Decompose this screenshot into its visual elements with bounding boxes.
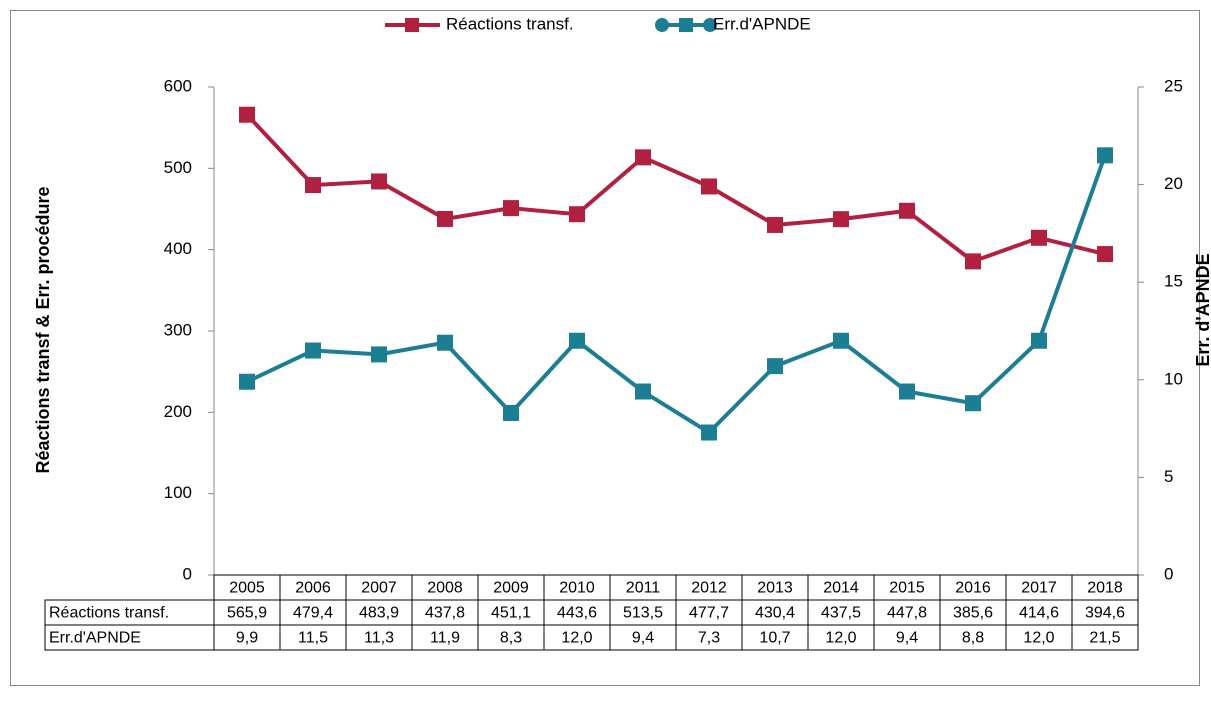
table-cell: 477,7	[689, 605, 729, 622]
x-tick-label: 2015	[889, 580, 925, 597]
data-point	[635, 149, 651, 166]
table-cell: 12,0	[1023, 630, 1054, 647]
data-point	[305, 177, 321, 194]
data-point	[899, 202, 915, 219]
x-tick-label: 2005	[229, 580, 265, 597]
data-point	[503, 200, 519, 217]
chart-frame	[10, 10, 1200, 686]
data-point	[899, 383, 915, 400]
table-cell: 394,6	[1085, 605, 1125, 622]
data-point	[239, 373, 255, 390]
legend-marker	[405, 18, 419, 32]
legend-label: Réactions transf.	[446, 14, 574, 33]
table-cell: 437,8	[425, 605, 465, 622]
y-tick-label: 200	[164, 402, 192, 421]
y2-tick-label: 10	[1164, 369, 1183, 388]
x-tick-label: 2011	[626, 580, 661, 597]
table-cell: 8,8	[962, 630, 984, 647]
y2-axis-title: Err. d'APNDE	[1193, 253, 1211, 366]
table-cell: 12,0	[561, 630, 592, 647]
data-point	[1097, 147, 1113, 164]
data-point	[767, 358, 783, 375]
table-cell: 12,0	[825, 630, 856, 647]
x-tick-label: 2009	[493, 580, 529, 597]
table-cell: 9,4	[632, 630, 654, 647]
data-point	[965, 395, 981, 412]
legend-marker	[655, 18, 669, 32]
x-tick-label: 2008	[427, 580, 463, 597]
table-row-label: Réactions transf.	[49, 605, 169, 622]
table-cell: 479,4	[293, 605, 333, 622]
data-point	[965, 253, 981, 270]
x-tick-label: 2007	[361, 580, 397, 597]
table-cell: 447,8	[887, 605, 927, 622]
table-cell: 437,5	[821, 605, 861, 622]
table-cell: 451,1	[491, 605, 531, 622]
table-cell: 9,9	[236, 630, 258, 647]
table-cell: 565,9	[227, 605, 267, 622]
table-cell: 21,5	[1089, 630, 1120, 647]
table-cell: 10,7	[759, 630, 790, 647]
x-tick-label: 2012	[691, 580, 727, 597]
x-tick-label: 2016	[955, 580, 991, 597]
table-cell: 483,9	[359, 605, 399, 622]
table-cell: 11,5	[298, 630, 328, 647]
y-axis-title: Réactions transf & Err. procédure	[33, 186, 53, 473]
y2-tick-label: 5	[1164, 467, 1173, 486]
data-point	[239, 106, 255, 123]
y-tick-label: 500	[164, 158, 192, 177]
y2-tick-label: 25	[1164, 76, 1183, 95]
y2-tick-label: 15	[1164, 272, 1183, 291]
table-cell: 11,3	[364, 630, 394, 647]
x-tick-label: 2018	[1087, 580, 1123, 597]
table-cell: 8,3	[500, 630, 522, 647]
table-row	[44, 624, 1139, 651]
data-point	[701, 178, 717, 195]
y-tick-label: 300	[164, 320, 192, 339]
y-tick-label: 0	[183, 564, 192, 583]
data-point	[569, 206, 585, 223]
x-tick-label: 2006	[295, 580, 331, 597]
table-cell: 513,5	[623, 605, 663, 622]
y2-tick-label: 20	[1164, 174, 1183, 193]
table-cell: 443,6	[557, 605, 597, 622]
table-row-label: Err.d'APNDE	[49, 630, 141, 647]
data-point	[1031, 332, 1047, 349]
x-tick-label: 2017	[1021, 580, 1057, 597]
table-cell: 9,4	[896, 630, 918, 647]
series-line	[246, 154, 1107, 436]
legend-marker	[679, 18, 693, 32]
data-point	[305, 342, 321, 359]
data-point	[371, 346, 387, 363]
data-point	[635, 383, 651, 400]
y2-tick-label: 0	[1164, 564, 1173, 583]
legend-marker	[703, 18, 717, 32]
x-tick-label: 2014	[823, 580, 859, 597]
data-point	[437, 210, 453, 227]
x-tick-label: 2010	[559, 580, 595, 597]
data-point	[767, 216, 783, 233]
series-line	[245, 113, 1106, 264]
table-cell: 430,4	[755, 605, 795, 622]
y-tick-label: 100	[164, 483, 192, 502]
x-tick-label: 2013	[757, 580, 793, 597]
y-tick-label: 600	[164, 76, 192, 95]
data-point	[833, 332, 849, 349]
data-point	[1031, 229, 1047, 246]
data-point	[833, 211, 849, 228]
table-cell: 414,6	[1019, 605, 1059, 622]
data-point	[371, 173, 387, 190]
data-point	[503, 404, 519, 421]
table-cell: 11,9	[430, 630, 460, 647]
legend-label: Err.d'APNDE	[713, 14, 811, 33]
table-cell: 7,3	[698, 630, 720, 647]
table-cell: 385,6	[953, 605, 993, 622]
data-point	[701, 424, 717, 441]
data-point	[437, 334, 453, 351]
y-tick-label: 400	[164, 239, 192, 258]
data-point	[1097, 246, 1113, 263]
data-point	[569, 332, 585, 349]
